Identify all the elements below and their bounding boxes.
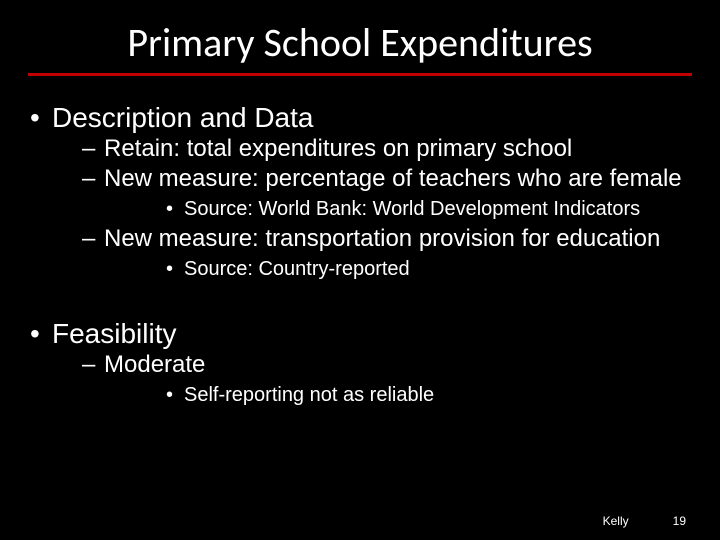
spacer: [28, 288, 692, 318]
slide: Primary School Expenditures Description …: [0, 0, 720, 540]
section-0: Description and Data Retain: total expen…: [28, 102, 692, 284]
list-item: Moderate Self-reporting not as reliable: [52, 350, 692, 410]
footer: Kelly 19: [603, 514, 686, 528]
item-label: New measure: transportation provision fo…: [104, 225, 660, 252]
footer-page: 19: [673, 514, 686, 528]
sub-list: Self-reporting not as reliable: [104, 380, 692, 410]
sub-list: Source: Country-reported: [104, 254, 692, 284]
item-label: New measure: percentage of teachers who …: [104, 165, 682, 192]
bullet-list-2: Feasibility Moderate Self-reporting not …: [28, 318, 692, 410]
list-item: New measure: percentage of teachers who …: [52, 164, 692, 224]
section-0-items: Retain: total expenditures on primary sc…: [52, 134, 692, 284]
footer-author: Kelly: [603, 514, 629, 528]
section-1: Feasibility Moderate Self-reporting not …: [28, 318, 692, 410]
slide-title: Primary School Expenditures: [28, 18, 692, 73]
list-item: New measure: transportation provision fo…: [52, 224, 692, 284]
section-label: Description and Data: [52, 102, 313, 133]
item-label: Retain: total expenditures on primary sc…: [104, 135, 572, 162]
item-label: Moderate: [104, 351, 205, 378]
sub-item: Source: World Bank: World Development In…: [104, 194, 692, 224]
title-rule: [28, 73, 692, 76]
section-label: Feasibility: [52, 318, 176, 349]
sub-list: Source: World Bank: World Development In…: [104, 194, 692, 224]
section-1-items: Moderate Self-reporting not as reliable: [52, 350, 692, 410]
sub-item: Source: Country-reported: [104, 254, 692, 284]
list-item: Retain: total expenditures on primary sc…: [52, 134, 692, 164]
sub-item: Self-reporting not as reliable: [104, 380, 692, 410]
bullet-list: Description and Data Retain: total expen…: [28, 102, 692, 284]
